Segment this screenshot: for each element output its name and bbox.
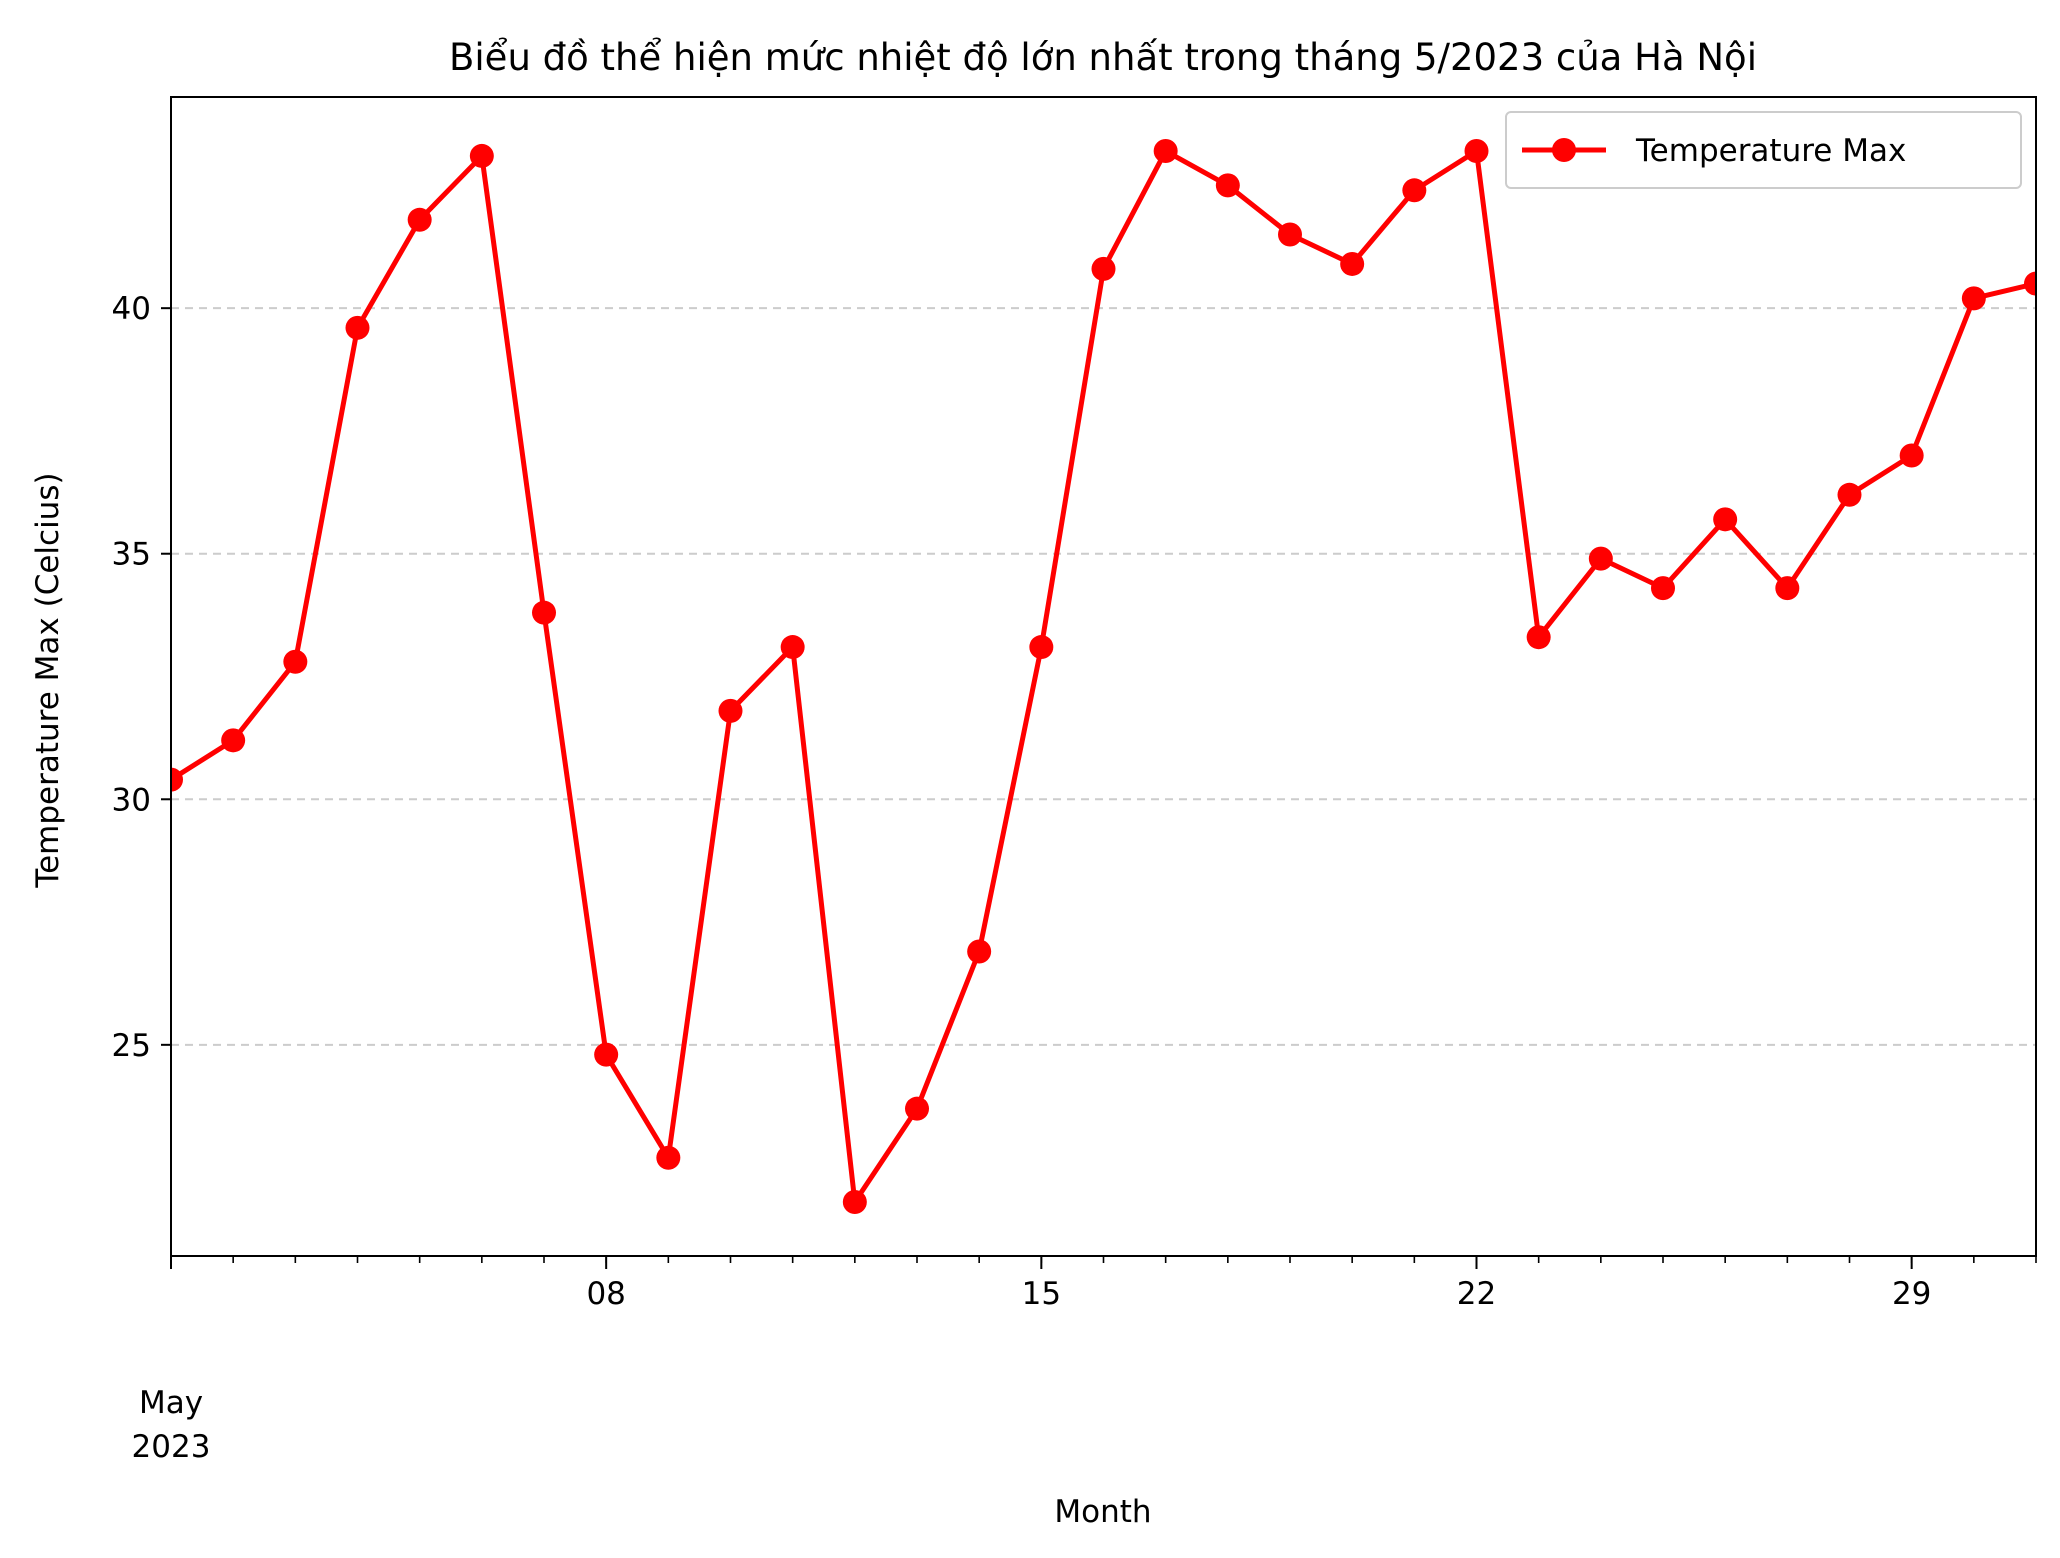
- x-month-label: May: [139, 1385, 203, 1421]
- x-year-label: 2023: [132, 1429, 211, 1465]
- data-point: [967, 939, 992, 964]
- x-tick-label: 22: [1457, 1276, 1496, 1312]
- x-axis-title: Month: [1054, 1494, 1151, 1530]
- plot-area: 25 30 35 40 08 15 22 29 Temperature Max: [112, 96, 2037, 1312]
- data-point: [283, 649, 308, 674]
- data-point: [532, 600, 556, 625]
- data-point: [1651, 576, 1675, 601]
- axes-frame: [170, 96, 2037, 1257]
- y-tick-label: 30: [112, 782, 151, 818]
- data-point: [1526, 625, 1551, 650]
- data-point: [1029, 635, 1054, 660]
- data-point: [1153, 139, 1178, 164]
- x-tick-label: 29: [1892, 1276, 1931, 1312]
- data-point: [221, 728, 246, 753]
- data-point: [1402, 178, 1427, 203]
- data-point: [780, 635, 805, 660]
- data-point: [718, 698, 743, 723]
- data-point: [407, 207, 432, 232]
- data-point: [1713, 507, 1738, 532]
- data-point: [842, 1189, 867, 1214]
- data-point: [345, 315, 370, 340]
- legend-box: [1505, 111, 2022, 189]
- data-point: [1775, 576, 1800, 601]
- data-point: [1588, 546, 1613, 571]
- data-point: [1899, 443, 1924, 468]
- data-point: [469, 143, 494, 168]
- data-point: [2024, 271, 2036, 296]
- data-point: [594, 1042, 619, 1067]
- data-point: [171, 767, 183, 792]
- data-point: [905, 1096, 929, 1121]
- data-point: [656, 1145, 681, 1170]
- data-point: [1091, 256, 1116, 281]
- data-point: [1215, 173, 1240, 198]
- data-point: [1837, 482, 1862, 507]
- data-point: [1464, 139, 1489, 164]
- y-tick-label: 35: [112, 537, 151, 573]
- chart-title: Biểu đồ thể hiện mức nhiệt độ lớn nhất t…: [449, 36, 1757, 79]
- y-tick-label: 40: [112, 291, 151, 327]
- data-point: [1340, 251, 1365, 276]
- data-point: [1278, 222, 1302, 247]
- legend-label: Temperature Max: [1635, 133, 1906, 169]
- y-axis-title: Temperature Max (Celcius): [30, 472, 66, 888]
- data-point: [1961, 286, 1986, 311]
- x-tick-label: 08: [586, 1276, 625, 1312]
- y-tick-label: 25: [112, 1028, 151, 1064]
- legend-marker: [1552, 138, 1576, 162]
- x-tick-label: 15: [1022, 1276, 1061, 1312]
